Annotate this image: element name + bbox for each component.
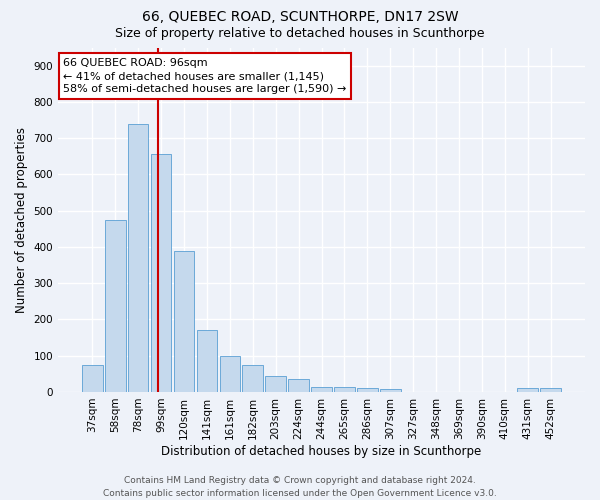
Bar — [151, 154, 172, 392]
Bar — [82, 365, 103, 392]
Text: Size of property relative to detached houses in Scunthorpe: Size of property relative to detached ho… — [115, 28, 485, 40]
X-axis label: Distribution of detached houses by size in Scunthorpe: Distribution of detached houses by size … — [161, 444, 482, 458]
Bar — [288, 380, 309, 392]
Bar — [311, 387, 332, 392]
Bar — [380, 389, 401, 392]
Bar — [220, 356, 240, 392]
Bar — [128, 124, 148, 392]
Text: Contains HM Land Registry data © Crown copyright and database right 2024.
Contai: Contains HM Land Registry data © Crown c… — [103, 476, 497, 498]
Bar — [265, 376, 286, 392]
Bar — [357, 388, 377, 392]
Bar — [105, 220, 125, 392]
Bar — [197, 330, 217, 392]
Bar — [242, 365, 263, 392]
Bar — [517, 388, 538, 392]
Bar — [173, 250, 194, 392]
Text: 66 QUEBEC ROAD: 96sqm
← 41% of detached houses are smaller (1,145)
58% of semi-d: 66 QUEBEC ROAD: 96sqm ← 41% of detached … — [64, 58, 347, 94]
Text: 66, QUEBEC ROAD, SCUNTHORPE, DN17 2SW: 66, QUEBEC ROAD, SCUNTHORPE, DN17 2SW — [142, 10, 458, 24]
Bar — [334, 387, 355, 392]
Bar — [541, 388, 561, 392]
Y-axis label: Number of detached properties: Number of detached properties — [15, 126, 28, 312]
